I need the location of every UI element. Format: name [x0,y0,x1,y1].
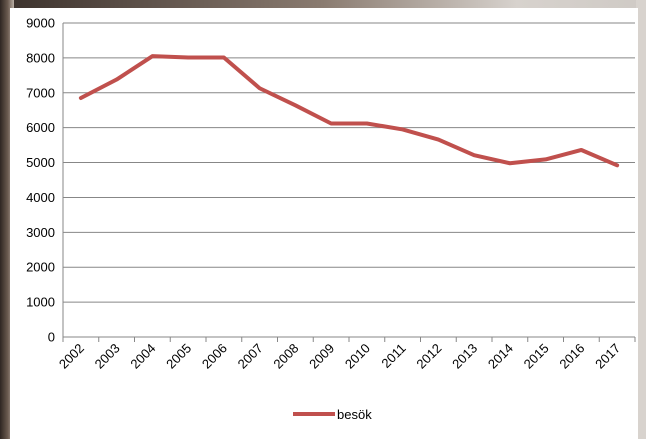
y-tick-label: 3000 [26,225,55,240]
gridlines [62,22,636,342]
y-tick-label: 9000 [26,16,55,31]
y-tick-label: 4000 [26,190,55,205]
y-axis-tick-labels: 0 1000 2000 3000 4000 5000 6000 7000 8000 9000 [26,16,55,345]
legend-label-besok: besök [337,407,372,422]
y-tick-label: 6000 [26,120,55,135]
y-tick-label: 0 [48,330,55,345]
series-line-0 [78,54,620,168]
y-tick-label: 1000 [26,295,55,310]
y-tick-label: 5000 [26,155,55,170]
legend: besök [293,407,372,422]
photo-background-right [636,0,646,439]
chart-area [10,8,638,439]
y-tick-label: 7000 [26,85,55,100]
y-tick-label: 8000 [26,50,55,65]
series-lines [78,54,620,168]
y-tick-label: 2000 [26,260,55,275]
